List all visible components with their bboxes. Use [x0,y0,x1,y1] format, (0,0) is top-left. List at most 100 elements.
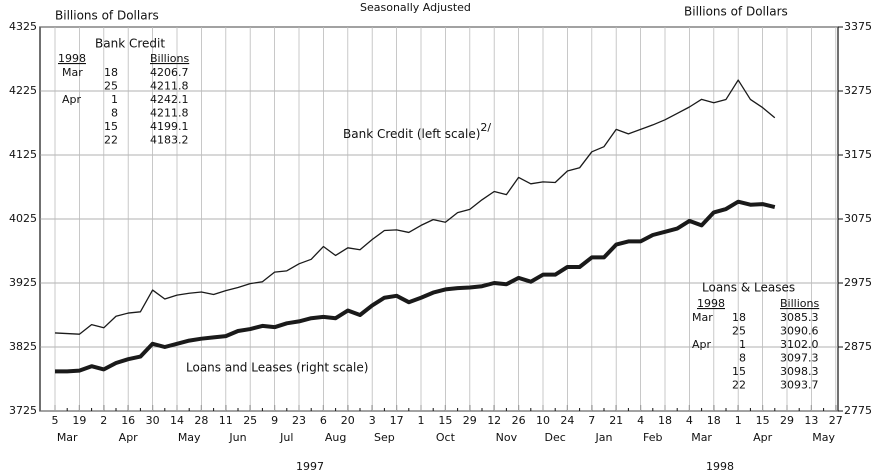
table-day: 15 [732,365,746,378]
x-tick-label: 18 [707,414,721,427]
table-year: 1998 [58,52,86,65]
x-tick-label: 4 [686,414,693,427]
x-tick-label: 19 [72,414,86,427]
y2-axis-label: Billions of Dollars [684,5,788,19]
month-label: Nov [496,431,518,444]
y2-tick-label: 2775 [844,404,872,417]
table-value: 3102.0 [780,338,819,351]
x-tick-label: 1 [735,414,742,427]
table-value: 3093.7 [780,379,819,392]
table-day: 22 [732,379,746,392]
table-day: 25 [732,325,746,338]
x-tick-label: 3 [369,414,376,427]
y-tick-label: 3925 [9,276,37,289]
month-label: May [178,431,201,444]
series-line [55,199,776,374]
table-day: 18 [732,311,746,324]
y2-tick-label: 2975 [844,276,872,289]
table-unit: Billions [780,297,819,310]
y2-tick-label: 2875 [844,340,872,353]
table-value: 4242.1 [150,93,189,106]
y2-tick-label: 3175 [844,148,872,161]
table-value: 4183.2 [150,134,189,147]
table-month: Mar [62,66,83,79]
year-label: 1998 [706,460,734,473]
table-value: 3098.3 [780,365,819,378]
x-tick-label: 29 [780,414,794,427]
x-tick-label: 7 [588,414,595,427]
y-axis-label: Billions of Dollars [55,9,159,23]
x-tick-label: 13 [804,414,818,427]
table-month: Apr [692,338,712,351]
month-label: Apr [753,431,773,444]
table-day: 8 [739,352,746,365]
month-label: Mar [691,431,712,444]
month-label: Oct [436,431,456,444]
month-label: Jun [228,431,246,444]
x-tick-label: 28 [194,414,208,427]
x-tick-label: 29 [463,414,477,427]
table-day: 15 [104,120,118,133]
y2-tick-label: 3075 [844,212,872,225]
table-value: 4211.8 [150,80,189,93]
table-title: Bank Credit [95,37,165,51]
y-tick-label: 4125 [9,148,37,161]
x-tick-label: 26 [512,414,526,427]
x-tick-label: 30 [146,414,160,427]
table-unit: Billions [150,52,189,65]
y-tick-label: 3825 [9,340,37,353]
table-month: Mar [692,311,713,324]
month-label: May [812,431,835,444]
x-tick-label: 11 [219,414,233,427]
x-tick-label: 17 [390,414,404,427]
month-label: Sep [374,431,395,444]
x-tick-label: 4 [637,414,644,427]
x-tick-label: 15 [756,414,770,427]
x-tick-label: 5 [52,414,59,427]
y-tick-label: 4225 [9,84,37,97]
footnote-mark: 2/ [480,121,491,134]
x-tick-label: 23 [292,414,306,427]
table-value: 4211.8 [150,107,189,120]
month-label: Mar [57,431,78,444]
table-day: 1 [111,93,118,106]
x-tick-label: 10 [536,414,550,427]
month-label: Apr [119,431,139,444]
month-label: Feb [643,431,662,444]
month-label: Aug [325,431,346,444]
y-tick-label: 4025 [9,212,37,225]
series-annotation: Bank Credit (left scale)2/ [343,121,491,141]
x-tick-label: 6 [320,414,327,427]
y-tick-label: 4325 [9,20,37,33]
month-label: Jul [279,431,293,444]
month-label: Jan [595,431,613,444]
y2-tick-label: 3375 [844,20,872,33]
series-name: Bank Credit (left scale) [343,127,480,141]
x-tick-label: 24 [560,414,574,427]
series-line [54,79,776,335]
table-value: 3085.3 [780,311,819,324]
x-tick-label: 15 [438,414,452,427]
table-day: 8 [111,107,118,120]
table-value: 4206.7 [150,66,189,79]
table-day: 1 [739,338,746,351]
table-value: 3090.6 [780,325,819,338]
x-tick-label: 1 [418,414,425,427]
table-day: 25 [104,80,118,93]
x-tick-label: 21 [609,414,623,427]
x-tick-label: 12 [487,414,501,427]
year-label: 1997 [296,460,324,473]
x-tick-label: 16 [121,414,135,427]
x-tick-label: 2 [100,414,107,427]
table-day: 22 [104,134,118,147]
series-annotation: Loans and Leases (right scale) [186,361,368,375]
x-tick-label: 9 [271,414,278,427]
table-month: Apr [62,93,82,106]
chart-title: Seasonally Adjusted [360,1,471,14]
x-tick-label: 14 [170,414,184,427]
x-tick-label: 25 [243,414,257,427]
table-value: 4199.1 [150,120,189,133]
table-value: 3097.3 [780,352,819,365]
x-tick-label: 18 [658,414,672,427]
